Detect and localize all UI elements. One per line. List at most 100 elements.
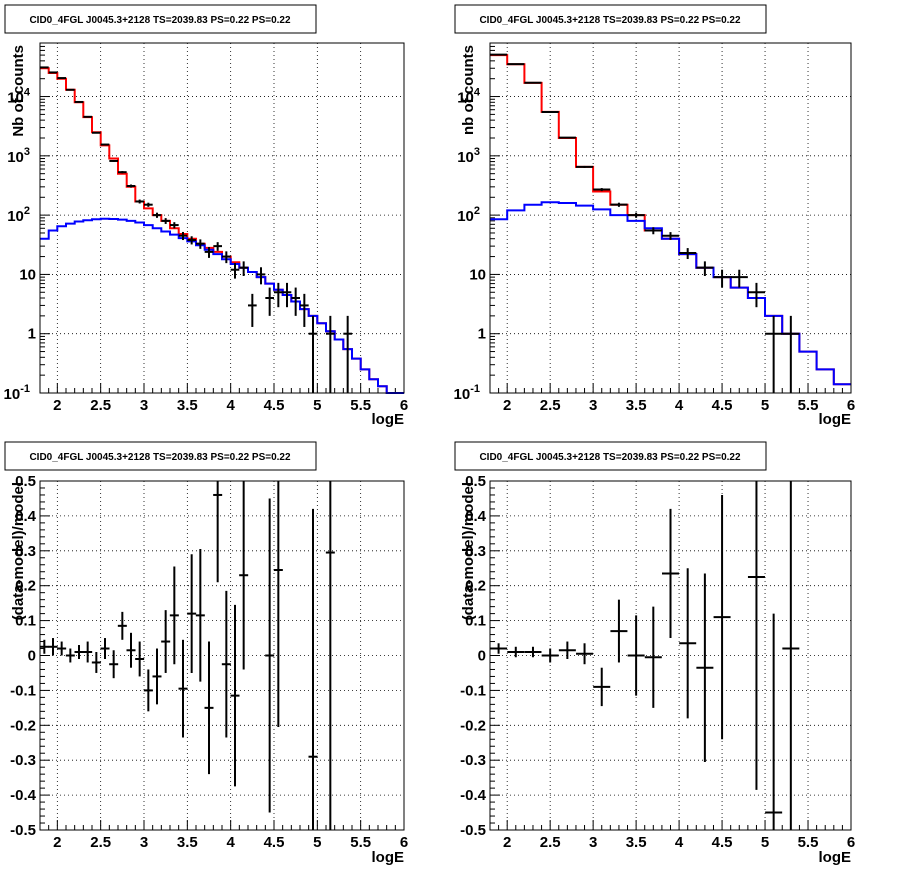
data-point [135, 641, 145, 677]
data-point [135, 199, 144, 204]
chart-title: CID0_4FGL J0045.3+2128 TS=2039.83 PS=0.2… [29, 15, 291, 26]
x-tick-label: 3.5 [626, 397, 647, 414]
data-point [74, 645, 84, 659]
y-tick-label: -0.1 [10, 682, 36, 699]
y-tick-label: 0 [28, 648, 36, 665]
model-histogram-blue [40, 217, 404, 394]
data-point [204, 641, 214, 775]
data-point [558, 641, 576, 659]
data-point [747, 282, 766, 308]
data-point [713, 494, 731, 740]
data-point [662, 508, 679, 639]
data-point [126, 632, 136, 668]
x-tick-label: 5 [313, 397, 321, 414]
counts-panel-right: CID0_4FGL J0045.3+2128 TS=2039.83 PS=0.2… [454, 4, 855, 428]
data-point [126, 184, 136, 188]
chart-title: CID0_4FGL J0045.3+2128 TS=2039.83 PS=0.2… [479, 15, 741, 26]
data-point [169, 566, 179, 665]
plot-area: 2 2.5 3 3.5 4 4.5 5 5.5 6 -0.5 -0.4 -0.3 -0.2 -0.1 0 0.… [460, 473, 855, 851]
data-point [644, 227, 662, 235]
y-tick-label: -0.3 [460, 752, 486, 769]
data-point [248, 293, 257, 327]
x-tick-label: 3 [589, 397, 597, 414]
x-tick-label: 3 [140, 834, 148, 851]
data-point [627, 615, 645, 696]
data-point [593, 667, 611, 707]
data-point [765, 613, 783, 830]
x-tick-label: 5.5 [350, 397, 371, 414]
chart-title: CID0_4FGL J0045.3+2128 TS=2039.83 PS=0.2… [29, 452, 291, 463]
y-tick-label: -0.5 [460, 822, 486, 839]
data-point [187, 554, 197, 673]
data-point [178, 231, 188, 241]
y-tick-label: -0.3 [10, 752, 36, 769]
y-tick-label: -0.1 [460, 682, 486, 699]
data-point [256, 267, 266, 285]
x-tick-label: 2.5 [540, 834, 561, 851]
data-point [265, 498, 275, 813]
y-tick-label: -0.4 [460, 787, 487, 804]
x-tick-label: 3.5 [177, 397, 198, 414]
data-point [57, 641, 67, 656]
plot-area: 2 2.5 3 3.5 4 4.5 5 5.5 6 10-1 1 10 102 103 104 [4, 42, 408, 414]
data-point [161, 218, 170, 224]
x-axis-label: logE [372, 849, 405, 866]
x-tick-label: 2 [503, 834, 511, 851]
data-point [765, 315, 783, 393]
x-tick-label: 4 [226, 834, 235, 851]
data-point [593, 188, 611, 192]
y-tick-label: 0 [478, 648, 486, 665]
y-tick-label: 10 [19, 266, 36, 283]
data-point [696, 261, 714, 277]
title-box [454, 4, 767, 34]
x-axis-label: logE [819, 849, 852, 866]
y-tick-label: 0.3 [465, 543, 486, 560]
y-tick-label: 10-1 [454, 383, 480, 403]
y-tick-label: 104 [7, 87, 31, 107]
y-tick-label: 10-1 [4, 383, 30, 403]
data-point [92, 131, 101, 134]
y-tick-label: 0.3 [15, 543, 36, 560]
x-tick-label: 5.5 [798, 834, 819, 851]
data-point [187, 236, 196, 245]
model-histogram-blue [490, 201, 851, 386]
data-point [541, 111, 559, 114]
x-tick-label: 3 [140, 397, 148, 414]
x-tick-label: 5 [761, 397, 769, 414]
data-point [74, 100, 84, 103]
data-point [239, 481, 249, 670]
chart-title: CID0_4FGL J0045.3+2128 TS=2039.83 PS=0.2… [479, 452, 741, 463]
model-histogram-red [490, 54, 851, 386]
data-point [610, 202, 628, 207]
y-tick-label: -0.5 [10, 822, 36, 839]
data-point [558, 136, 576, 139]
data-point [265, 287, 274, 316]
x-tick-label: 2 [53, 397, 61, 414]
residual-panel-right: CID0_4FGL J0045.3+2128 TS=2039.83 PS=0.2… [454, 441, 855, 866]
y-tick-label: -0.2 [10, 717, 36, 734]
plot-area: 2 2.5 3 3.5 4 4.5 5 5.5 6 -0.5 -0.4 -0.3 -0.2 -0.1 0 0.… [10, 473, 408, 851]
residual-panel-left: CID0_4FGL J0045.3+2128 TS=2039.83 PS=0.2… [4, 441, 408, 866]
y-axis-label: Nb of counts [10, 45, 27, 137]
x-tick-label: 4.5 [264, 834, 285, 851]
data-point [91, 652, 101, 673]
x-tick-label: 4 [675, 834, 684, 851]
y-tick-label: 103 [457, 146, 480, 166]
y-tick-label: 0.2 [15, 578, 36, 595]
data-point [507, 646, 525, 658]
x-tick-label: 2.5 [540, 397, 561, 414]
data-point [610, 599, 628, 663]
data-point [213, 242, 222, 251]
y-axis-label: (data-model)/model [460, 482, 477, 620]
data-point [273, 481, 283, 728]
data-point [100, 638, 110, 659]
plot-frame [489, 480, 852, 831]
x-tick-label: 5.5 [798, 397, 819, 414]
x-tick-label: 4 [226, 397, 235, 414]
data-point [541, 648, 559, 663]
data-point [109, 650, 119, 679]
y-tick-label: 10 [469, 266, 486, 283]
data-point [213, 481, 223, 583]
data-point [143, 669, 153, 712]
